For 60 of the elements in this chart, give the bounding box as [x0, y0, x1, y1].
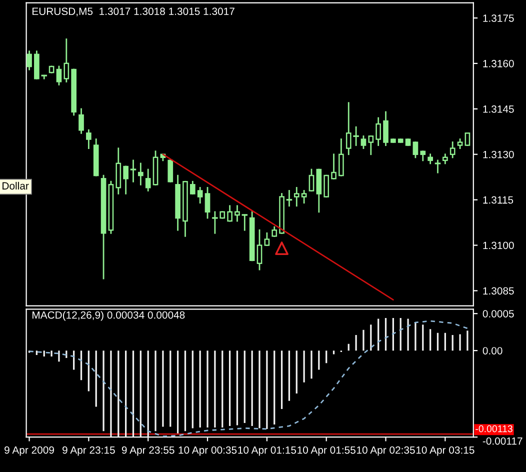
candlestick [457, 138, 463, 149]
x-tick-label: 10 Apr 01:15 [238, 446, 296, 456]
candlestick [428, 154, 433, 164]
candlestick [145, 168, 151, 192]
y-tick-label: 1.3085 [483, 287, 514, 295]
candlestick [56, 66, 62, 86]
candlestick [376, 117, 382, 146]
x-tick-label: 10 Apr 01:55 [298, 446, 356, 456]
candlestick [464, 132, 470, 146]
y-tick-label: 1.3100 [483, 242, 514, 250]
candlestick [204, 186, 210, 219]
candlestick [368, 135, 374, 156]
y-tick-label: 1.3130 [483, 150, 514, 158]
candlestick [412, 142, 418, 158]
candlestick [308, 168, 314, 192]
candlestick [272, 226, 278, 237]
y-tick-label: 1.3145 [483, 105, 514, 113]
candlestick [197, 186, 203, 204]
candlestick [338, 138, 344, 176]
candlestick [420, 150, 426, 162]
candlestick [324, 174, 330, 198]
candlestick [78, 108, 84, 134]
candlestick [331, 154, 336, 180]
chart-title: MACD(12,26,9) 0.00034 0.00048 [32, 311, 185, 321]
candlestick [138, 162, 144, 186]
x-tick-label: 9 Apr 23:15 [62, 446, 115, 456]
y-tick-label: 0.0005 [482, 310, 514, 318]
candlestick [256, 229, 262, 270]
y-tick-label: 1.3175 [483, 14, 514, 22]
candlestick [450, 142, 456, 158]
x-tick-label: 10 Apr 02:35 [357, 446, 415, 456]
y-tick-label: 1.3160 [483, 60, 514, 68]
candlestick [26, 50, 32, 70]
chart-title: EURUSD,M5 1.3017 1.3018 1.3015 1.3017 [32, 8, 234, 16]
x-tick-label: 9 Apr 2009 [4, 446, 54, 456]
x-tick-label: 10 Apr 00:35 [178, 446, 237, 456]
candlestick [86, 129, 92, 149]
candlestick [227, 205, 232, 222]
annotation: Dollar [2, 182, 29, 190]
candlestick [123, 166, 128, 194]
candlestick [264, 232, 270, 246]
x-tick-label: 10 Apr 03:15 [416, 446, 474, 456]
y-tick-label: -0.00117 [482, 437, 522, 445]
candlestick [286, 190, 292, 207]
y-tick-label: 1.3115 [483, 196, 514, 204]
candlestick [234, 205, 240, 222]
candlestick [360, 135, 366, 149]
ref-line-label: -0.00113 [476, 425, 512, 432]
candlestick [434, 160, 441, 174]
y-tick-label: 0.00 [482, 347, 502, 354]
candlestick [130, 160, 136, 182]
candlestick [242, 214, 248, 231]
candlestick [301, 190, 307, 204]
x-tick-label: 9 Apr 23:55 [122, 446, 174, 456]
candlestick [168, 160, 174, 182]
candlestick [383, 111, 388, 146]
candlestick [442, 154, 448, 164]
candlestick [190, 180, 196, 194]
candlestick [64, 38, 70, 82]
candlestick [294, 186, 300, 207]
